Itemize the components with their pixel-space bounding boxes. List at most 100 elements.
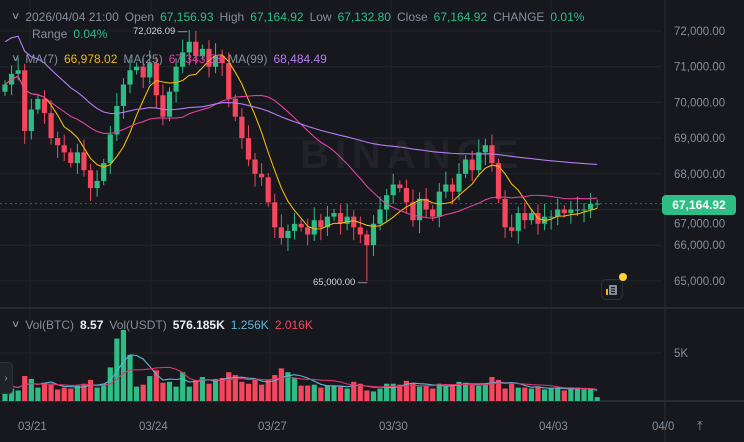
date-tick-label: 04/0 xyxy=(652,421,674,433)
volume-tick-label: 5K xyxy=(674,348,688,360)
date-tick-label: 03/27 xyxy=(258,421,287,433)
volume-bar xyxy=(482,383,488,401)
candle xyxy=(278,214,284,245)
candle-body xyxy=(272,202,278,228)
candle xyxy=(206,40,212,78)
volume-bar xyxy=(166,381,173,401)
chevron-down-icon[interactable]: ∨ xyxy=(10,319,21,330)
volume-bar xyxy=(574,387,581,401)
candle-body xyxy=(41,98,48,114)
candle xyxy=(522,202,528,229)
datetime: 2026/04/04 21:00 xyxy=(25,10,119,24)
news-icon xyxy=(606,284,617,295)
vol-ma1-value: 1.256K xyxy=(230,318,269,332)
candle-body xyxy=(68,152,74,164)
volume-bar xyxy=(555,387,561,401)
candle xyxy=(48,100,54,145)
candle xyxy=(28,98,34,140)
candle xyxy=(166,87,173,121)
candle-body xyxy=(22,70,28,131)
candle-body xyxy=(476,152,482,171)
volume-bar xyxy=(94,387,100,401)
volume-bar xyxy=(35,387,41,401)
ma25-label: MA(25) xyxy=(123,52,163,66)
expand-panel-button[interactable]: › xyxy=(0,362,13,394)
range-value: 0.04% xyxy=(73,27,108,41)
candle-body xyxy=(522,213,528,221)
candle xyxy=(436,183,442,228)
candle-body xyxy=(193,41,199,56)
candle-body xyxy=(291,223,298,231)
candle xyxy=(173,58,179,103)
volume-bar xyxy=(239,381,245,401)
candle-body xyxy=(298,223,304,228)
candle xyxy=(127,59,133,94)
range-label: Range xyxy=(32,27,68,41)
max-price-value: 72,026.09 xyxy=(133,26,176,37)
candle-body xyxy=(173,66,179,92)
candle-body xyxy=(28,109,34,131)
chevron-down-icon[interactable]: ∨ xyxy=(10,53,21,64)
candle-body xyxy=(160,95,166,117)
volume-bar xyxy=(528,388,534,401)
candle xyxy=(199,44,205,61)
candle-body xyxy=(561,209,567,214)
candle-body xyxy=(87,170,94,189)
candle-body xyxy=(166,91,173,117)
news-button[interactable] xyxy=(601,279,623,300)
chevron-down-icon[interactable]: ∨ xyxy=(10,11,21,22)
candle xyxy=(443,171,449,199)
volume-bar xyxy=(390,383,396,401)
candle-body xyxy=(469,159,475,171)
candle-body xyxy=(416,198,423,221)
candle-body xyxy=(232,98,238,117)
volume-bar xyxy=(134,386,140,401)
candle xyxy=(410,189,416,227)
candle xyxy=(509,214,515,238)
candle-body xyxy=(114,105,120,135)
price-tick-label: 67,000.00 xyxy=(674,219,725,231)
volume-bar xyxy=(81,383,87,401)
candle xyxy=(291,213,298,240)
volume-bar xyxy=(370,391,377,401)
volume-bar xyxy=(522,387,528,401)
ma-legend: ∨ MA(7) 66,978.02 MA(25) 67,343.53 MA(99… xyxy=(10,52,327,66)
auto-scale-button[interactable]: ⤒ xyxy=(697,418,703,434)
candle xyxy=(74,143,80,174)
volume-bar xyxy=(87,379,94,401)
vol-ma2-value: 2.016K xyxy=(274,318,313,332)
candle xyxy=(528,208,534,225)
volume-bar xyxy=(331,385,337,401)
candle-body xyxy=(74,152,80,164)
open-label: Open xyxy=(124,10,155,24)
volume-bar xyxy=(364,390,370,401)
close-label: Close xyxy=(396,10,428,24)
change-label: CHANGE xyxy=(493,10,545,24)
candle-body xyxy=(48,113,54,139)
volume-bar xyxy=(147,376,153,401)
volume-bar xyxy=(397,384,403,401)
volume-ma2-line xyxy=(4,366,598,390)
candle xyxy=(568,200,574,224)
candle xyxy=(239,108,245,149)
volume-bar xyxy=(186,386,192,401)
candle-body xyxy=(55,138,61,146)
candle-body xyxy=(259,173,265,178)
candle-body xyxy=(226,63,232,99)
volume-bar xyxy=(463,382,469,401)
candle-body xyxy=(278,227,284,239)
volume-bar xyxy=(22,376,28,401)
volume-bar xyxy=(120,329,127,401)
volume-bar xyxy=(206,383,212,401)
candle xyxy=(94,170,100,197)
price-tick-label: 70,000.00 xyxy=(674,97,725,109)
volume-bar xyxy=(153,370,159,401)
candle xyxy=(81,139,87,177)
candle-body xyxy=(456,173,462,192)
candle-body xyxy=(410,202,416,221)
candle xyxy=(55,131,61,159)
candle-body xyxy=(318,220,324,228)
volume-bar xyxy=(324,385,331,401)
candle xyxy=(160,84,166,126)
